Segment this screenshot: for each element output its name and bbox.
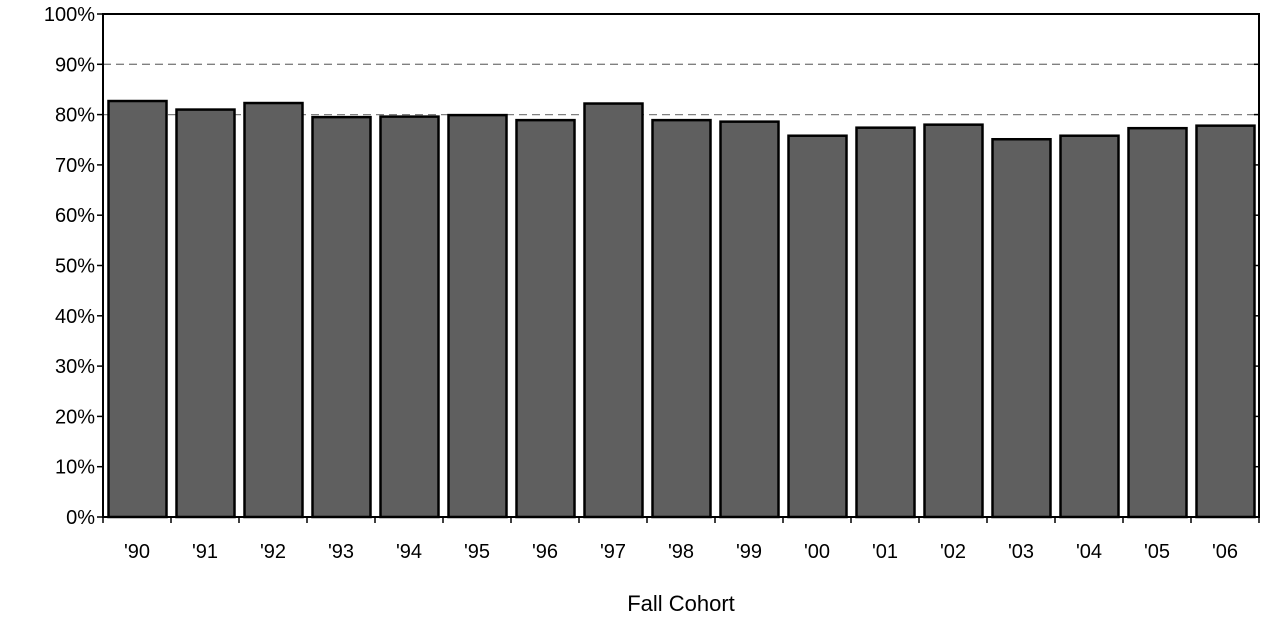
x-tick-label: '96 [532, 541, 558, 563]
bar [311, 115, 372, 519]
y-tick-label: 70% [55, 155, 95, 177]
x-tick-label: '94 [396, 541, 422, 563]
x-tick-label: '92 [260, 541, 286, 563]
bar [515, 118, 576, 519]
bar [447, 113, 508, 519]
x-tick-label: '01 [872, 541, 898, 563]
x-tick-label: '97 [600, 541, 626, 563]
y-tick-label: 30% [55, 356, 95, 378]
x-axis: '90 '91 '92 '93 '94 '95 '96 '97 '98 '99 '00 '01 '02 '… [102, 517, 1260, 563]
y-axis: 0% 10% 20% 30% 40% 50% 60% 70% 80% 90% 100% [44, 4, 1259, 529]
y-tick-label: 0% [66, 507, 95, 529]
y-tick-label: 40% [55, 306, 95, 328]
x-tick-label: '99 [736, 541, 762, 563]
x-tick-label: '05 [1144, 541, 1170, 563]
x-tick-label: '98 [668, 541, 694, 563]
bar [923, 123, 984, 519]
bar [991, 137, 1052, 519]
y-tick-label: 50% [55, 256, 95, 278]
x-axis-title: Fall Cohort [627, 591, 735, 616]
x-tick-label: '04 [1076, 541, 1102, 563]
gridlines [103, 63, 1259, 116]
x-tick-label: '00 [804, 541, 830, 563]
x-tick-label: '03 [1008, 541, 1034, 563]
bar [175, 108, 236, 519]
y-tick-label: 10% [55, 457, 95, 479]
y-tick-label: 90% [55, 54, 95, 76]
x-tick-label: '02 [940, 541, 966, 563]
bar [719, 120, 780, 519]
bar [243, 101, 304, 519]
bar [1059, 134, 1120, 519]
bar [651, 118, 712, 519]
x-tick-label: '06 [1212, 541, 1238, 563]
x-tick-label: '90 [124, 541, 150, 563]
x-tick-label: '95 [464, 541, 490, 563]
bar [107, 99, 168, 519]
y-tick-label: 80% [55, 105, 95, 127]
bar [1195, 124, 1256, 519]
bar [1127, 126, 1188, 519]
bar [583, 102, 644, 519]
bar [379, 115, 440, 519]
y-tick-label: 100% [44, 4, 95, 26]
x-tick-label: '91 [192, 541, 218, 563]
bar [855, 126, 916, 519]
y-tick-label: 20% [55, 406, 95, 428]
bar [787, 134, 848, 519]
y-tick-label: 60% [55, 205, 95, 227]
x-tick-label: '93 [328, 541, 354, 563]
bars [107, 99, 1256, 519]
